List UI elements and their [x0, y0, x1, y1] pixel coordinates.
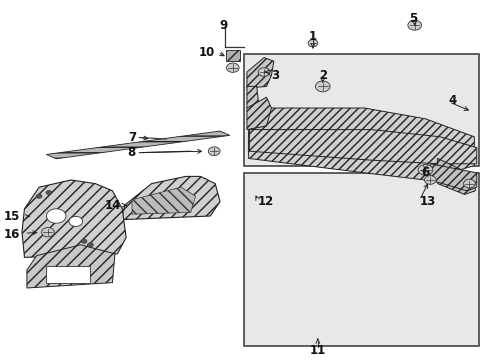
Polygon shape: [132, 187, 195, 214]
Text: 5: 5: [408, 12, 416, 24]
Polygon shape: [225, 50, 239, 61]
Text: 6: 6: [421, 166, 429, 179]
Circle shape: [41, 228, 54, 237]
Polygon shape: [249, 130, 476, 164]
Circle shape: [407, 20, 421, 30]
Text: 1: 1: [308, 30, 316, 42]
Circle shape: [424, 176, 435, 184]
Polygon shape: [46, 131, 229, 159]
Circle shape: [315, 81, 329, 92]
Polygon shape: [22, 180, 126, 257]
Polygon shape: [248, 108, 473, 180]
Circle shape: [226, 63, 239, 72]
Text: 8: 8: [127, 146, 136, 159]
Text: 13: 13: [419, 195, 435, 208]
Text: 2: 2: [318, 69, 326, 82]
Circle shape: [307, 40, 317, 47]
Text: 4: 4: [448, 94, 456, 107]
Text: 14: 14: [104, 199, 121, 212]
Circle shape: [46, 209, 66, 223]
Polygon shape: [246, 97, 271, 130]
Text: 10: 10: [199, 46, 215, 59]
Circle shape: [81, 239, 87, 243]
Text: 12: 12: [257, 195, 273, 208]
Circle shape: [417, 165, 432, 175]
Circle shape: [208, 147, 220, 156]
Polygon shape: [429, 164, 476, 191]
Bar: [46, 266, 90, 283]
Circle shape: [46, 190, 52, 195]
Text: 16: 16: [4, 228, 20, 240]
Polygon shape: [437, 158, 474, 194]
Text: 7: 7: [127, 131, 136, 144]
Polygon shape: [27, 245, 115, 288]
Polygon shape: [122, 176, 220, 220]
Text: 3: 3: [271, 69, 279, 82]
Polygon shape: [246, 86, 259, 108]
Circle shape: [463, 179, 474, 188]
Bar: [244, 173, 478, 346]
Circle shape: [69, 216, 82, 226]
Polygon shape: [246, 58, 273, 88]
Circle shape: [258, 68, 269, 76]
Text: 9: 9: [219, 19, 227, 32]
Bar: [244, 54, 478, 166]
Circle shape: [87, 243, 93, 247]
Circle shape: [36, 194, 42, 198]
Text: 15: 15: [4, 210, 20, 223]
Text: 11: 11: [309, 345, 325, 357]
